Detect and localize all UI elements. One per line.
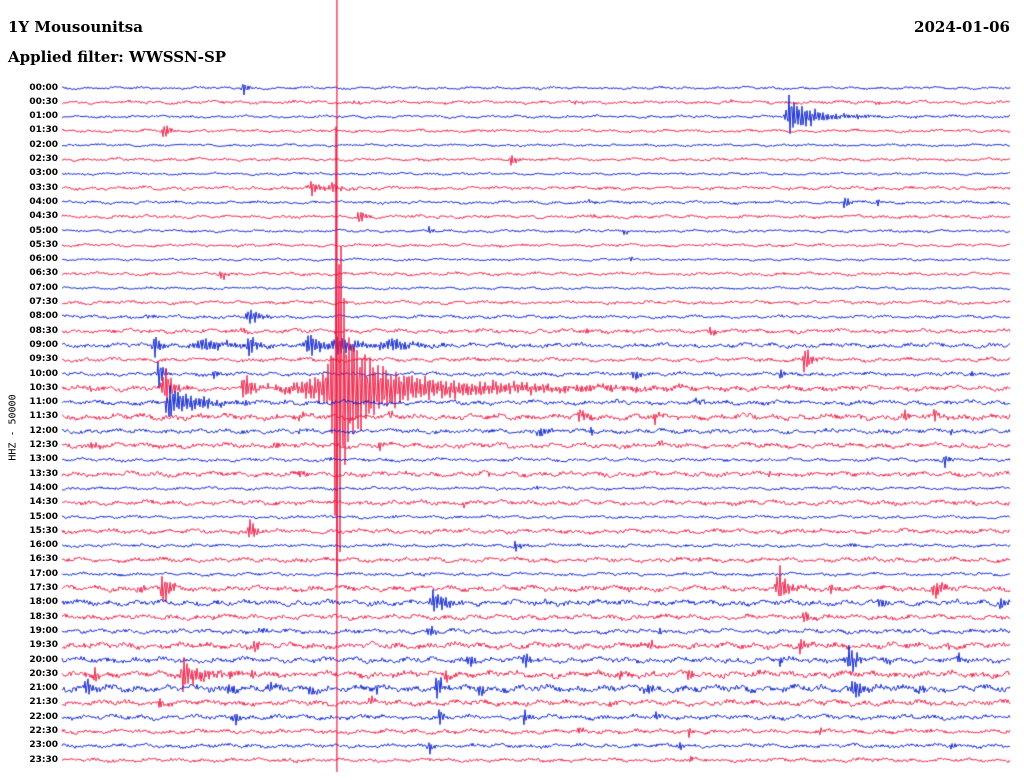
time-label: 11:30 (29, 411, 58, 422)
time-label: 20:30 (29, 668, 58, 679)
time-label: 12:30 (29, 440, 58, 450)
time-label: 04:30 (29, 211, 58, 222)
time-label: 09:00 (29, 339, 58, 350)
time-label: 00:00 (29, 82, 58, 93)
time-label: 08:00 (29, 311, 58, 322)
time-label: 12:00 (29, 425, 58, 436)
time-label: 03:30 (29, 182, 58, 193)
time-label: 19:30 (29, 640, 58, 651)
time-label: 08:30 (29, 325, 58, 336)
time-label: 15:30 (29, 525, 58, 536)
time-label: 23:00 (29, 740, 58, 751)
time-label: 18:30 (29, 611, 58, 622)
time-label: 21:30 (29, 697, 58, 708)
time-label: 07:00 (29, 282, 58, 293)
time-label: 18:00 (29, 597, 58, 608)
time-label: 07:30 (29, 297, 58, 307)
time-label: 19:00 (29, 625, 58, 636)
time-label: 10:30 (29, 382, 58, 393)
channel-scale-label: HHZ - 50000 (7, 394, 19, 461)
time-label: 17:00 (29, 568, 58, 579)
time-label: 13:00 (29, 454, 58, 465)
time-label: 09:30 (29, 354, 58, 365)
time-label: 01:30 (29, 125, 58, 136)
time-label: 17:30 (29, 583, 58, 593)
station-title: 1Y Mousounitsa (8, 18, 143, 36)
time-label: 05:00 (29, 225, 58, 236)
time-label: 22:00 (29, 711, 58, 722)
time-label: 15:00 (29, 511, 58, 522)
time-label: 05:30 (29, 239, 58, 250)
time-label: 00:30 (29, 96, 58, 107)
time-label: 03:00 (29, 168, 58, 179)
time-label: 21:00 (29, 683, 58, 694)
time-label: 06:00 (29, 254, 58, 265)
filter-label: Applied filter: WWSSN-SP (8, 48, 227, 66)
time-label: 16:00 (29, 540, 58, 551)
time-label: 10:00 (29, 368, 58, 379)
time-label: 02:30 (29, 154, 58, 164)
time-label: 11:00 (29, 397, 58, 408)
time-label: 14:00 (29, 482, 58, 493)
time-label: 14:30 (29, 497, 58, 508)
time-label: 20:00 (29, 654, 58, 665)
time-label: 22:30 (29, 726, 58, 736)
time-label: 02:00 (29, 139, 58, 150)
time-label: 06:30 (29, 268, 58, 279)
time-label: 13:30 (29, 468, 58, 479)
time-label: 23:30 (29, 754, 58, 765)
time-label: 16:30 (29, 554, 58, 565)
time-label: 04:00 (29, 196, 58, 207)
date-label: 2024-01-06 (914, 18, 1010, 36)
time-label: 01:00 (29, 111, 58, 122)
